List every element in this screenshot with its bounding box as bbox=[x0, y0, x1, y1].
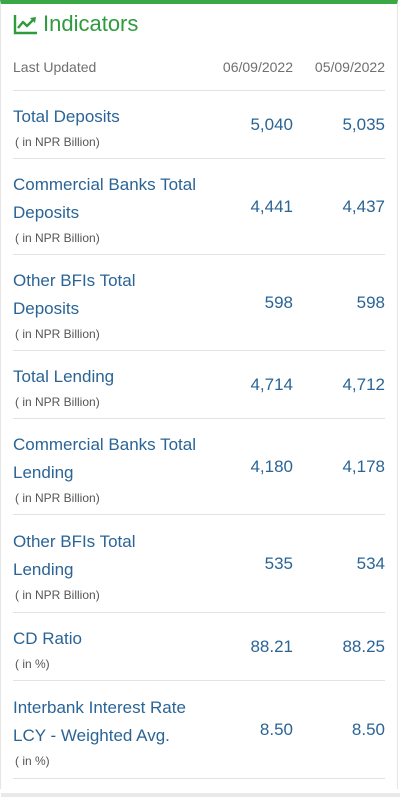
date-column-1: 06/09/2022 bbox=[222, 59, 293, 75]
indicator-label: CD Ratio ( in %) bbox=[13, 619, 207, 675]
indicator-name[interactable]: CD Ratio bbox=[13, 628, 82, 648]
date-column-2: 05/09/2022 bbox=[314, 59, 385, 75]
indicator-unit: ( in %) bbox=[15, 656, 50, 671]
indicator-row: Other BFIs Total Lending ( in NPR Billion)… bbox=[13, 515, 385, 613]
indicator-row: Interbank Interest Rate LCY - Weighted Av… bbox=[13, 681, 385, 779]
indicator-name[interactable]: Commercial Banks Total bbox=[13, 174, 196, 194]
value-date-2: 5,035 bbox=[342, 114, 385, 134]
indicator-name[interactable]: Interbank Interest Rate bbox=[13, 697, 186, 717]
indicator-row: Commercial Banks Total Deposits ( in NPR B… bbox=[13, 159, 385, 255]
indicator-name[interactable]: Lending bbox=[13, 462, 74, 482]
indicator-row: CD Ratio ( in %) 88.21 88.25 bbox=[13, 613, 385, 681]
indicators-table: Last Updated 06/09/2022 05/09/2022 Total… bbox=[13, 44, 385, 779]
indicator-row: Total Lending ( in NPR Billion) 4,714 4,712 bbox=[13, 351, 385, 419]
indicator-unit: ( in NPR Billion) bbox=[15, 134, 100, 149]
value-date-1: 4,180 bbox=[250, 456, 293, 476]
value-date-2: 4,178 bbox=[342, 456, 385, 476]
indicator-label: Total Lending ( in NPR Billion) bbox=[13, 357, 207, 413]
value-date-2: 88.25 bbox=[342, 636, 385, 656]
indicator-name[interactable]: Deposits bbox=[13, 298, 80, 318]
indicator-label: Commercial Banks Total Deposits ( in NPR B… bbox=[13, 165, 207, 249]
widget-bottom-border bbox=[1, 793, 400, 797]
value-date-2: 4,712 bbox=[342, 374, 385, 394]
indicator-label: Commercial Banks Total Lending ( in NPR Bi… bbox=[13, 425, 207, 509]
widget-title: Indicators bbox=[43, 11, 139, 36]
indicator-unit: ( in NPR Billion) bbox=[15, 394, 100, 409]
widget-header: Indicators bbox=[1, 4, 397, 44]
indicator-name[interactable]: Other BFIs Total bbox=[13, 531, 136, 551]
indicator-row: Commercial Banks Total Lending ( in NPR Bi… bbox=[13, 419, 385, 515]
indicator-unit: ( in NPR Billion) bbox=[15, 587, 100, 602]
indicator-name[interactable]: Total Lending bbox=[13, 366, 115, 386]
value-date-2: 4,437 bbox=[342, 196, 385, 216]
indicator-name[interactable]: LCY - Weighted Avg. bbox=[13, 725, 170, 745]
indicator-row: Total Deposits ( in NPR Billion) 5,040 5,03… bbox=[13, 91, 385, 159]
table-header-row: Last Updated 06/09/2022 05/09/2022 bbox=[13, 44, 385, 91]
indicator-label: Interbank Interest Rate LCY - Weighted Av… bbox=[13, 688, 207, 772]
indicator-unit: ( in %) bbox=[15, 753, 50, 768]
value-date-1: 88.21 bbox=[250, 636, 293, 656]
indicator-row: Other BFIs Total Deposits ( in NPR Billion… bbox=[13, 255, 385, 351]
indicator-rows: Total Deposits ( in NPR Billion) 5,040 5,03… bbox=[13, 91, 385, 779]
value-date-1: 598 bbox=[264, 292, 293, 312]
value-date-1: 8.50 bbox=[259, 719, 293, 739]
value-date-2: 598 bbox=[356, 292, 385, 312]
indicator-unit: ( in NPR Billion) bbox=[15, 490, 100, 505]
indicator-name[interactable]: Deposits bbox=[13, 202, 80, 222]
indicator-label: Other BFIs Total Lending ( in NPR Billion) bbox=[13, 522, 207, 606]
indicator-unit: ( in NPR Billion) bbox=[15, 230, 100, 245]
value-date-1: 535 bbox=[264, 553, 293, 573]
value-date-1: 5,040 bbox=[250, 114, 293, 134]
indicator-name[interactable]: Commercial Banks Total bbox=[13, 434, 196, 454]
indicator-name[interactable]: Lending bbox=[13, 559, 74, 579]
indicator-name[interactable]: Other BFIs Total bbox=[13, 270, 136, 290]
last-updated-label: Last Updated bbox=[13, 59, 97, 75]
value-date-1: 4,714 bbox=[250, 374, 293, 394]
value-date-2: 8.50 bbox=[351, 719, 385, 739]
indicator-label: Other BFIs Total Deposits ( in NPR Billion… bbox=[13, 261, 207, 345]
line-chart-icon bbox=[13, 15, 37, 35]
value-date-1: 4,441 bbox=[250, 196, 293, 216]
indicator-unit: ( in NPR Billion) bbox=[15, 326, 100, 341]
value-date-2: 534 bbox=[356, 553, 385, 573]
indicator-label: Total Deposits ( in NPR Billion) bbox=[13, 97, 207, 153]
indicator-name[interactable]: Total Deposits bbox=[13, 106, 120, 126]
